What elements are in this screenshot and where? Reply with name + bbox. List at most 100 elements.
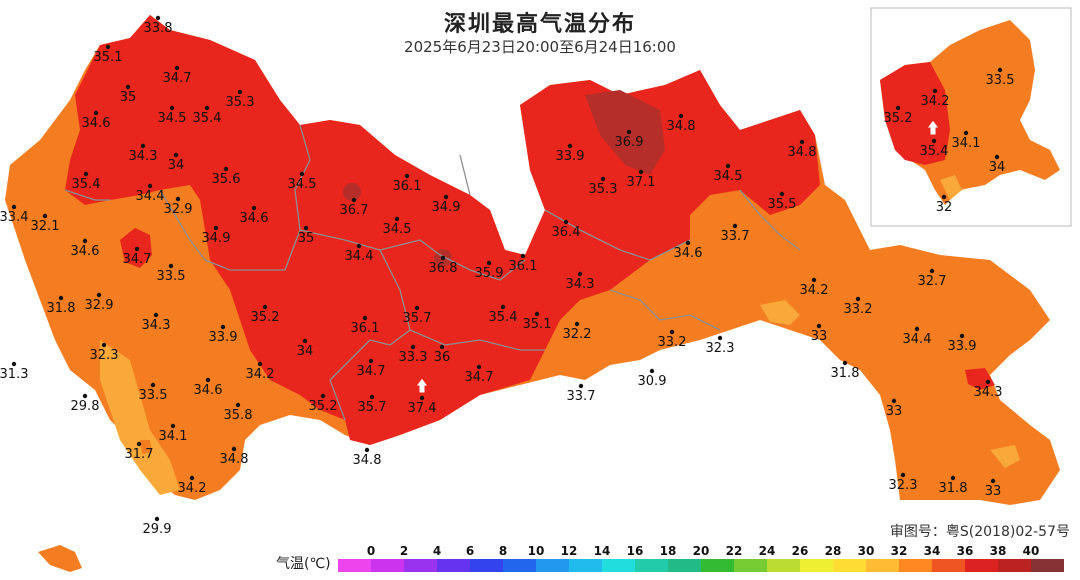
station-value: 35.2 bbox=[309, 399, 338, 414]
legend-tick: 16 bbox=[627, 544, 644, 558]
station-marker: 34 bbox=[168, 152, 184, 173]
station-marker: 32.9 bbox=[164, 196, 192, 217]
station-dot bbox=[443, 194, 449, 200]
station-dot bbox=[895, 105, 901, 111]
station-value: 34.1 bbox=[159, 429, 188, 444]
station-value: 35.2 bbox=[251, 310, 280, 325]
station-marker: 35.1 bbox=[523, 311, 551, 332]
station-dot bbox=[600, 176, 606, 182]
station-marker: 32.3 bbox=[90, 342, 118, 363]
legend-tick: 8 bbox=[499, 544, 507, 558]
station-value: 34.7 bbox=[465, 370, 494, 385]
station-marker: 32.1 bbox=[31, 213, 60, 234]
station-value: 33.3 bbox=[399, 350, 428, 365]
station-value: 35.4 bbox=[72, 177, 101, 192]
station-value: 29.9 bbox=[143, 522, 172, 537]
coast-mild-3 bbox=[990, 445, 1020, 468]
legend-tick: 0 bbox=[367, 544, 375, 558]
station-dot bbox=[685, 240, 691, 246]
station-value: 33.5 bbox=[139, 388, 168, 403]
station-value: 33 bbox=[985, 484, 1002, 499]
station-value: 35.7 bbox=[358, 400, 387, 415]
station-dot bbox=[140, 143, 146, 149]
station-layer: 33.8 35.1 34.7 35 35.3 34.5 35.4 34.6 34.3 34 35.6… bbox=[0, 15, 1014, 537]
station-value: 32.9 bbox=[85, 298, 114, 313]
station-marker: 33.7 bbox=[721, 223, 749, 244]
legend-swatch bbox=[602, 559, 635, 572]
station-value: 33.2 bbox=[658, 335, 687, 350]
station-value: 30.9 bbox=[638, 374, 667, 389]
station-marker: 33.2 bbox=[844, 296, 872, 317]
arrow-marker bbox=[415, 119, 940, 394]
legend-swatch bbox=[1031, 559, 1064, 572]
station-marker: 37.4 bbox=[408, 395, 437, 416]
station-marker: 34.5 bbox=[714, 163, 742, 184]
station-value: 33.5 bbox=[157, 269, 186, 284]
station-marker: 33.9 bbox=[948, 333, 976, 354]
station-dot bbox=[220, 324, 226, 330]
station-marker: 34.6 bbox=[240, 205, 269, 226]
station-value: 34.8 bbox=[667, 119, 696, 134]
station-dot bbox=[842, 360, 848, 366]
station-value: 34.8 bbox=[353, 453, 382, 468]
station-dot bbox=[404, 173, 410, 179]
island-southwest bbox=[38, 545, 82, 572]
station-value: 34.2 bbox=[800, 283, 829, 298]
station-dot bbox=[500, 304, 506, 310]
legend-tick: 22 bbox=[726, 544, 743, 558]
station-value: 37.4 bbox=[408, 401, 437, 416]
station-value: 35.3 bbox=[589, 182, 618, 197]
station-value: 34.7 bbox=[357, 364, 386, 379]
station-value: 34.6 bbox=[82, 116, 111, 131]
station-dot bbox=[577, 271, 583, 277]
station-value: 36 bbox=[434, 350, 451, 365]
station-dot bbox=[638, 169, 644, 175]
legend-swatch bbox=[998, 559, 1031, 572]
station-dot bbox=[125, 84, 131, 90]
station-dot bbox=[914, 326, 920, 332]
station-marker: 34.3 bbox=[974, 379, 1002, 400]
station-marker: 36.1 bbox=[351, 315, 379, 336]
station-value: 33 bbox=[886, 404, 903, 419]
station-marker: 34.4 bbox=[903, 326, 932, 347]
station-value: 34.3 bbox=[129, 149, 158, 164]
station-dot bbox=[994, 154, 1000, 160]
station-marker: 34.2 bbox=[800, 277, 829, 298]
station-dot bbox=[364, 447, 370, 453]
station-marker: 34.8 bbox=[220, 446, 249, 467]
station-value: 34.8 bbox=[220, 452, 249, 467]
legend-swatch bbox=[536, 559, 569, 572]
station-value: 32.1 bbox=[31, 219, 60, 234]
station-dot bbox=[578, 383, 584, 389]
station-marker: 37.1 bbox=[627, 169, 655, 190]
station-marker: 35.7 bbox=[403, 305, 431, 326]
station-dot bbox=[174, 65, 180, 71]
station-value: 32.3 bbox=[889, 478, 918, 493]
station-dot bbox=[223, 166, 229, 172]
station-value: 34.4 bbox=[903, 332, 932, 347]
station-value: 33 bbox=[811, 329, 828, 344]
station-marker: 32.3 bbox=[889, 472, 918, 493]
station-marker: 34.6 bbox=[674, 240, 702, 261]
station-marker: 33.2 bbox=[658, 329, 687, 350]
station-dot bbox=[900, 472, 906, 478]
station-dot bbox=[891, 398, 897, 404]
station-dot bbox=[963, 130, 969, 136]
station-dot bbox=[189, 475, 195, 481]
station-value: 33.4 bbox=[0, 210, 28, 225]
station-marker: 35.4 bbox=[920, 138, 948, 159]
station-marker: 34.3 bbox=[142, 312, 170, 333]
station-marker: 36.4 bbox=[552, 219, 580, 240]
legend-swatch bbox=[833, 559, 866, 572]
station-marker: 34.1 bbox=[159, 423, 188, 444]
station-dot bbox=[439, 344, 445, 350]
station-value: 34.6 bbox=[194, 383, 223, 398]
extreme-spot-1 bbox=[585, 90, 665, 175]
station-marker: 36.9 bbox=[615, 129, 643, 150]
legend-tick: 38 bbox=[990, 544, 1007, 558]
station-value: 34.6 bbox=[240, 211, 269, 226]
station-marker: 35.4 bbox=[193, 105, 221, 126]
station-value: 34.1 bbox=[952, 136, 981, 151]
station-value: 32.2 bbox=[563, 327, 592, 342]
station-marker: 32 bbox=[936, 194, 952, 215]
